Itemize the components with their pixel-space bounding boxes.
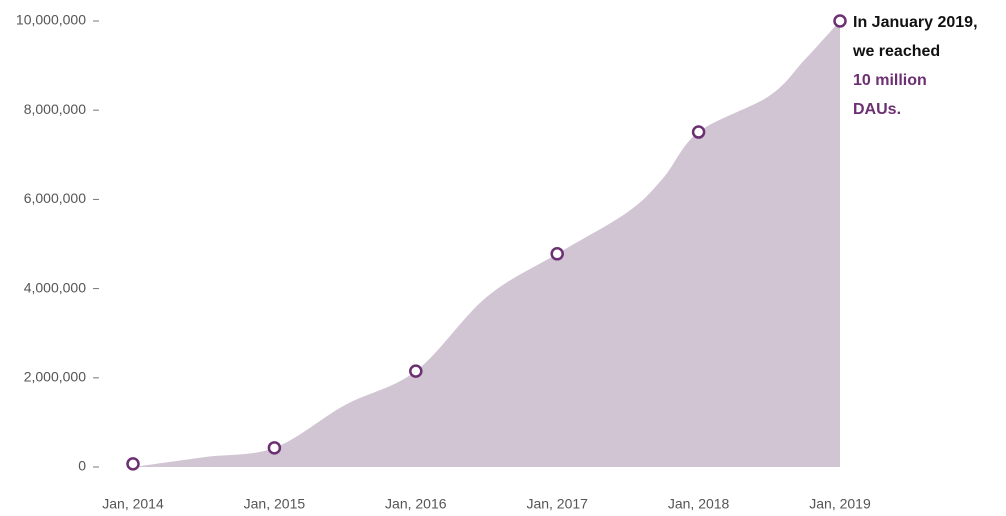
marker: [126, 457, 140, 471]
x-tick-label: Jan, 2018: [668, 496, 730, 512]
annotation-line: we reached: [852, 43, 940, 60]
annotation-line: DAUs.: [853, 101, 901, 118]
marker: [267, 441, 282, 455]
y-tick-label: 2,000,000: [24, 369, 86, 385]
marker: [691, 125, 706, 139]
y-tick-label: 4,000,000: [24, 279, 86, 295]
marker: [550, 247, 564, 261]
y-tick-label: 10,000,000: [16, 12, 86, 28]
marker: [833, 14, 847, 28]
annotation-line: In January 2019,: [853, 14, 978, 31]
area: [133, 21, 840, 467]
y-tick-label: 8,000,000: [24, 101, 86, 117]
x-tick-label: Jan, 2015: [244, 496, 306, 512]
x-tick-label: Jan, 2014: [102, 496, 164, 512]
x-tick-label: Jan, 2017: [526, 496, 588, 512]
annotation-line: 10 million: [853, 72, 927, 89]
x-tick-label: Jan, 2019: [809, 496, 871, 512]
y-tick-label: 6,000,000: [24, 190, 86, 206]
y-tick-label: 0: [78, 458, 86, 474]
marker: [409, 364, 423, 378]
x-tick-label: Jan, 2016: [385, 496, 447, 512]
